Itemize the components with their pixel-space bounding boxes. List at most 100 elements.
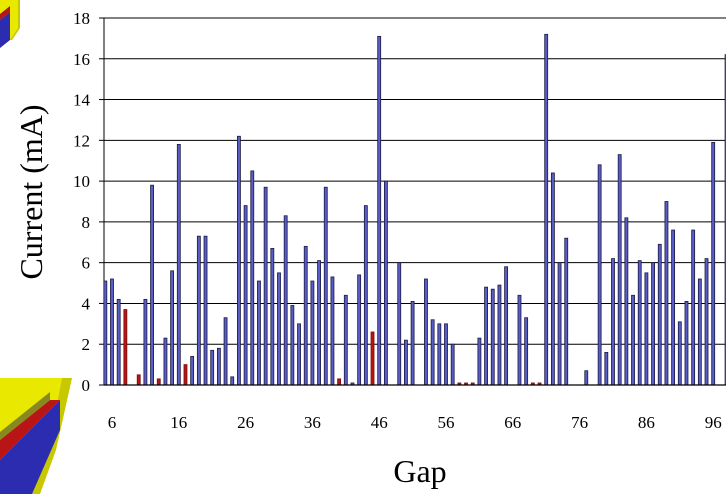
bar: [430, 319, 435, 386]
x-tick-label: 46: [371, 413, 388, 432]
bar: [223, 317, 228, 386]
bar-red: [337, 378, 342, 386]
y-axis-title: Current (mA): [13, 104, 49, 279]
bar: [637, 260, 642, 386]
bar: [677, 321, 682, 386]
bar: [450, 343, 455, 386]
y-tick-label: 18: [73, 9, 90, 28]
bar: [150, 184, 154, 386]
bar: [357, 274, 362, 386]
bar: [170, 270, 175, 386]
y-tick-label: 8: [82, 213, 91, 232]
bar: [303, 245, 308, 386]
bar: [363, 205, 368, 386]
bar: [317, 260, 321, 386]
bar: [477, 337, 482, 386]
x-tick-label: 6: [108, 413, 117, 432]
x-tick-label: 86: [638, 413, 655, 432]
bar: [624, 217, 629, 386]
bar: [604, 351, 609, 386]
bar: [143, 298, 148, 386]
bar-red: [136, 374, 141, 386]
bar: [110, 278, 114, 386]
bar: [544, 33, 549, 386]
bar: [550, 172, 555, 386]
bar: [377, 35, 382, 386]
y-tick-label: 16: [73, 50, 90, 69]
bar-red: [123, 309, 128, 386]
bar: [257, 280, 261, 386]
y-tick-label: 14: [73, 91, 91, 110]
bar: [444, 323, 448, 386]
bar: [263, 186, 268, 386]
bar: [330, 276, 335, 386]
bar: [504, 266, 509, 386]
bar: [290, 305, 295, 386]
bar: [524, 317, 529, 386]
bar: [697, 278, 702, 386]
y-tick-label: 0: [82, 376, 91, 395]
x-axis-title: Gap: [393, 453, 446, 489]
decorative-shape-top-left: [0, 0, 20, 48]
bar: [564, 237, 569, 386]
bar: [343, 294, 348, 386]
bar: [597, 164, 602, 386]
bar: [116, 298, 121, 386]
bar: [203, 235, 208, 386]
bar: [684, 301, 689, 386]
bar-red: [183, 364, 188, 386]
bar: [283, 215, 288, 386]
bar: [671, 229, 676, 386]
bar: [163, 337, 168, 386]
decorative-shape-bottom-left: [0, 378, 72, 494]
bar: [611, 258, 615, 386]
bar: [270, 247, 275, 386]
bar: [497, 284, 502, 386]
bar: [103, 280, 108, 386]
x-tick-label: 36: [304, 413, 321, 432]
bar: [644, 272, 649, 386]
x-tick-label: 56: [438, 413, 455, 432]
bar: [397, 262, 402, 386]
bar: [691, 229, 696, 386]
bar: [210, 349, 215, 386]
bar: [657, 243, 662, 386]
bar: [651, 262, 655, 386]
x-tick-label: 76: [571, 413, 588, 432]
bar: [484, 286, 488, 386]
bar: [216, 347, 221, 386]
bar: [711, 141, 716, 386]
bar: [190, 356, 195, 386]
x-tick-label: 96: [705, 413, 722, 432]
y-tick-label: 12: [73, 131, 90, 150]
y-tick-label: 10: [73, 172, 90, 191]
bar: [424, 278, 428, 386]
x-tick-label: 66: [504, 413, 521, 432]
bar: [323, 186, 328, 386]
bar: [517, 294, 522, 386]
bar: [704, 258, 709, 386]
bar: [310, 280, 315, 386]
bar: [404, 339, 408, 386]
bar: [176, 144, 181, 386]
bar: [490, 288, 495, 386]
bar: [243, 205, 248, 386]
bar: [664, 201, 669, 386]
bar: [557, 262, 562, 386]
y-tick-label: 6: [82, 254, 91, 273]
bar-red: [156, 378, 161, 386]
bar: [617, 154, 622, 386]
bar: [437, 323, 442, 386]
bar: [631, 294, 635, 386]
bar: [196, 235, 201, 386]
y-tick-label: 2: [82, 335, 91, 354]
bar: [383, 180, 388, 386]
x-tick-label: 26: [237, 413, 254, 432]
bar: [410, 301, 415, 386]
bar: [237, 135, 241, 386]
y-tick-label: 4: [82, 294, 91, 313]
bar-red: [370, 331, 375, 386]
bar: [584, 370, 589, 386]
bar: [277, 272, 281, 386]
